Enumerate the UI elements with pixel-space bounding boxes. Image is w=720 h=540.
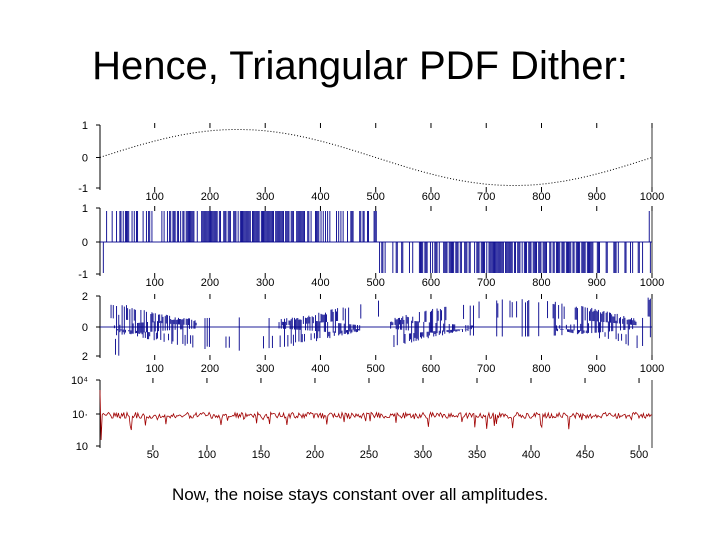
- x-tick-label: 500: [367, 191, 385, 203]
- x-tick-label: 800: [532, 363, 550, 375]
- x-tick-label: 100: [146, 191, 164, 203]
- x-tick-label: 800: [532, 191, 550, 203]
- x-tick-label: 100: [146, 363, 164, 375]
- y-tick-label: 0: [82, 237, 88, 249]
- y-tick-label: 10⁴: [71, 375, 88, 387]
- x-tick-label: 1000: [640, 191, 664, 203]
- x-tick-label: 700: [477, 363, 495, 375]
- x-tick-label: 500: [367, 363, 385, 375]
- x-tick-label: 50: [147, 449, 159, 461]
- noise-spectrum-series: [99, 389, 653, 441]
- x-tick-label: 400: [311, 191, 329, 203]
- x-tick-label: 400: [311, 277, 329, 289]
- x-tick-label: 250: [360, 449, 378, 461]
- x-tick-label: 1000: [640, 363, 664, 375]
- x-tick-label: 150: [252, 449, 270, 461]
- y-tick-label: 10·: [72, 409, 88, 421]
- slide-caption: Now, the noise stays constant over all a…: [171, 485, 549, 504]
- x-tick-label: 300: [256, 363, 274, 375]
- x-tick-label: 200: [306, 449, 324, 461]
- x-tick-label: 600: [422, 191, 440, 203]
- y-tick-label: -1: [78, 183, 88, 195]
- dither-series: [110, 297, 651, 356]
- x-tick-label: 300: [256, 191, 274, 203]
- x-tick-label: 100: [198, 449, 216, 461]
- y-tick-label: 2: [82, 291, 88, 303]
- x-tick-label: 200: [201, 363, 219, 375]
- y-tick-label: 2: [82, 351, 88, 363]
- x-tick-label: 300: [256, 277, 274, 289]
- x-tick-label: 450: [576, 449, 594, 461]
- x-tick-label: 300: [414, 449, 432, 461]
- slide-title: Hence, Triangular PDF Dither:: [92, 44, 628, 88]
- x-tick-label: 400: [522, 449, 540, 461]
- y-tick-label: 10: [76, 441, 88, 453]
- dither-series: [102, 211, 651, 273]
- x-tick-label: 600: [422, 277, 440, 289]
- x-tick-label: 200: [201, 191, 219, 203]
- y-tick-label: 0: [82, 322, 88, 334]
- x-tick-label: 400: [311, 363, 329, 375]
- x-tick-label: 900: [588, 363, 606, 375]
- x-tick-label: 350: [468, 449, 486, 461]
- y-tick-label: 1: [82, 120, 88, 132]
- x-tick-label: 600: [422, 363, 440, 375]
- y-tick-label: -1: [78, 269, 88, 281]
- x-tick-label: 900: [588, 277, 606, 289]
- sine-series: [99, 129, 653, 186]
- x-tick-label: 700: [477, 191, 495, 203]
- x-tick-label: 800: [532, 277, 550, 289]
- y-tick-label: 1: [82, 203, 88, 215]
- x-tick-label: 200: [201, 277, 219, 289]
- y-tick-label: 0: [82, 153, 88, 165]
- x-tick-label: 500: [630, 449, 648, 461]
- x-tick-label: 700: [477, 277, 495, 289]
- x-tick-label: 1000: [640, 277, 664, 289]
- x-tick-label: 900: [588, 191, 606, 203]
- x-tick-label: 100: [146, 277, 164, 289]
- x-tick-label: 500: [367, 277, 385, 289]
